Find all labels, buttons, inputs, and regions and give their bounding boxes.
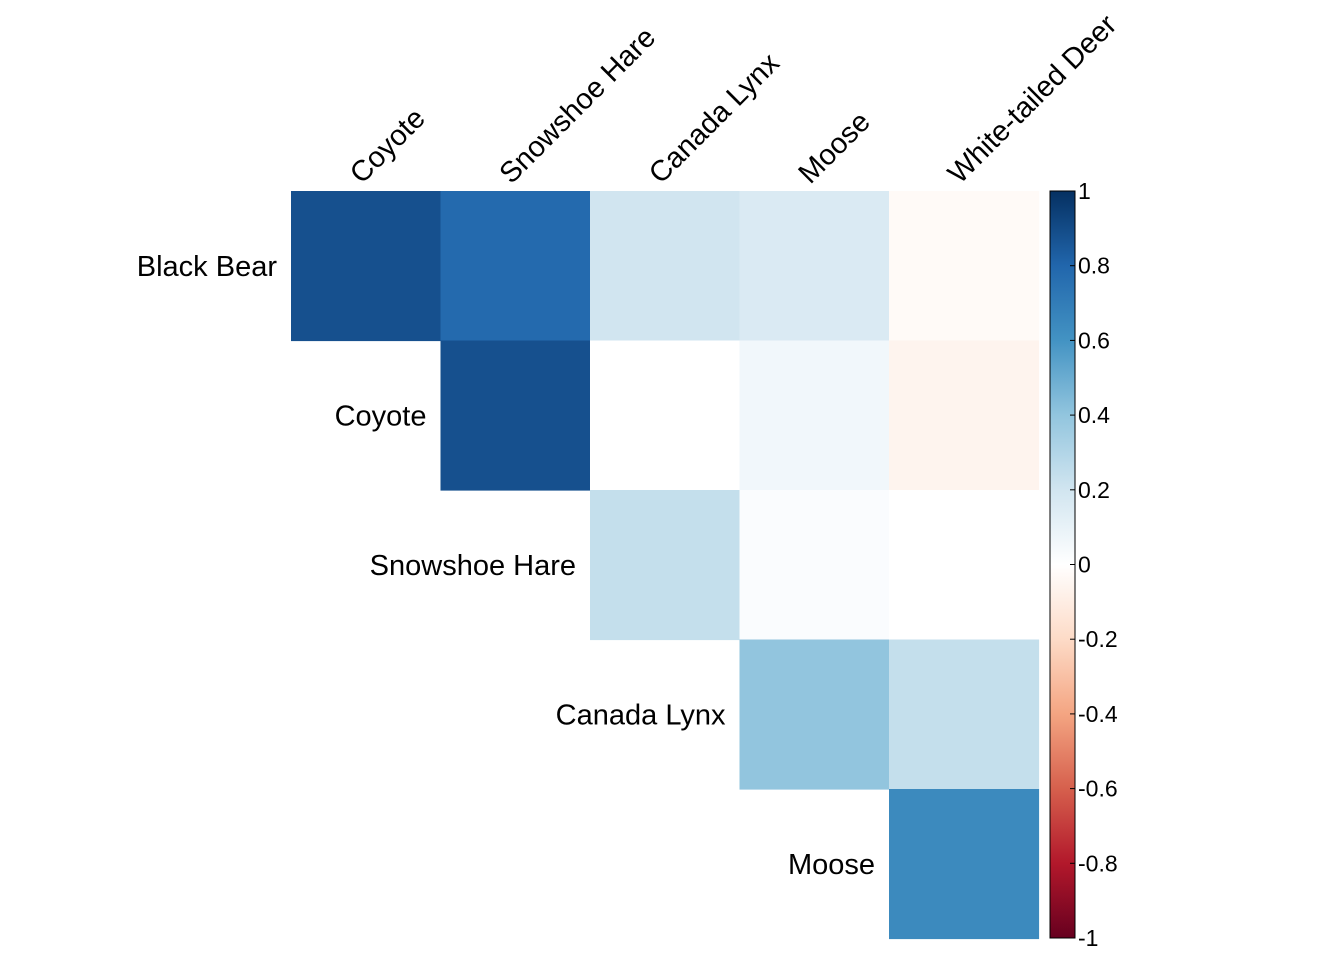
- colorbar-tick-label: -0.4: [1078, 701, 1118, 727]
- column-label-moose: Moose: [793, 106, 877, 190]
- column-label-coyote: Coyote: [344, 102, 432, 190]
- row-label-coyote: Coyote: [335, 400, 427, 432]
- colorbar-tick-label: 1: [1078, 178, 1091, 204]
- cell-canada-lynx-moose: [739, 639, 890, 790]
- cell-coyote-white-tailed-deer: [889, 340, 1040, 491]
- heatmap-cells: [291, 191, 1040, 940]
- cell-black-bear-snowshoe-hare: [440, 191, 591, 342]
- row-label-moose: Moose: [788, 849, 875, 881]
- row-label-black-bear: Black Bear: [137, 251, 278, 283]
- cell-moose-white-tailed-deer: [889, 789, 1040, 940]
- cell-coyote-snowshoe-hare: [440, 340, 591, 491]
- cell-snowshoe-hare-canada-lynx: [590, 490, 741, 641]
- colorbar-tick-label: 0.6: [1078, 327, 1110, 353]
- colorbar: 1 0.8 0.6 0.4 0.2 0 -0.2 -0.4 -0.6 -0.8 -1: [1049, 178, 1118, 951]
- row-labels: Black Bear Coyote Snowshoe Hare Canada Lynx…: [137, 251, 875, 881]
- cell-black-bear-moose: [739, 191, 890, 342]
- cell-coyote-moose: [739, 340, 890, 491]
- row-label-canada-lynx: Canada Lynx: [556, 699, 726, 731]
- cell-black-bear-canada-lynx: [590, 191, 741, 342]
- colorbar-tick-label: -0.8: [1078, 850, 1118, 876]
- colorbar-tick-label: -0.2: [1078, 626, 1118, 652]
- row-label-snowshoe-hare: Snowshoe Hare: [370, 550, 576, 582]
- column-label-snowshoe-hare: Snowshoe Hare: [494, 21, 663, 190]
- colorbar-tick-label: 0: [1078, 552, 1091, 578]
- colorbar-tick-label: -0.6: [1078, 776, 1118, 802]
- colorbar-tick-label: -1: [1078, 925, 1098, 951]
- cell-coyote-canada-lynx: [590, 340, 741, 491]
- colorbar-tick-label: 0.4: [1078, 402, 1110, 428]
- cell-black-bear-coyote: [291, 191, 442, 342]
- colorbar-tick-label: 0.2: [1078, 477, 1110, 503]
- cell-snowshoe-hare-moose: [739, 490, 890, 641]
- cell-black-bear-white-tailed-deer: [889, 191, 1040, 342]
- column-label-canada-lynx: Canada Lynx: [643, 47, 786, 190]
- cell-canada-lynx-white-tailed-deer: [889, 639, 1040, 790]
- colorbar-tick-label: 0.8: [1078, 253, 1110, 279]
- column-label-white-tailed-deer: White-tailed Deer: [942, 9, 1123, 190]
- colorbar-ticks: 1 0.8 0.6 0.4 0.2 0 -0.2 -0.4 -0.6 -0.8 -1: [1070, 178, 1118, 951]
- cell-snowshoe-hare-white-tailed-deer: [889, 490, 1040, 641]
